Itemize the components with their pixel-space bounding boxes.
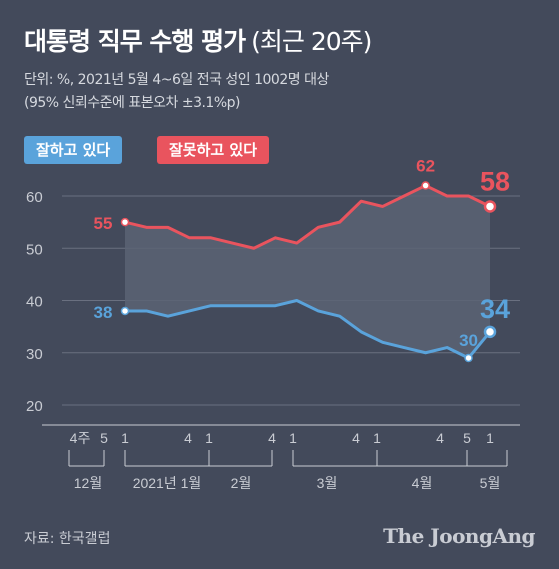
- margin-of-error-note: (95% 신뢰수준에 표본오차 ±3.1%p): [24, 95, 241, 111]
- disapprove-label-first: 55: [94, 214, 113, 233]
- approve-line: [125, 299, 492, 360]
- x-tick-label: 1: [289, 430, 297, 446]
- chart-title: 대통령 직무 수행 평가 (최근 20주): [24, 27, 372, 56]
- legend-approve: 잘하고 있다: [24, 136, 123, 164]
- x-tick-label: 1: [486, 430, 494, 446]
- x-tick-label: 4: [268, 430, 276, 446]
- month-label: 4월: [412, 475, 433, 491]
- y-tick-label: 30: [26, 346, 43, 363]
- month-label: 5월: [480, 475, 501, 491]
- y-tick-label: 40: [26, 294, 43, 311]
- disapprove-label-last: 58: [480, 166, 510, 196]
- month-label: 12월: [74, 475, 102, 491]
- month-label: 3월: [317, 475, 338, 491]
- x-tick-label: 4: [352, 430, 360, 446]
- gap-area: [125, 185, 490, 358]
- unit-note: 단위: %, 2021년 5월 4~6일 전국 성인 1002명 대상: [24, 72, 329, 88]
- y-tick-label: 50: [26, 241, 43, 258]
- approve-label-first: 38: [94, 303, 113, 322]
- approve-label-last: 34: [480, 294, 510, 324]
- x-tick-label: 5: [100, 430, 108, 446]
- publisher-logo: The JoongAng: [383, 524, 535, 548]
- y-tick-label: 60: [26, 189, 43, 206]
- disapprove-point-first: [120, 217, 130, 227]
- month-label: 2월: [231, 475, 252, 491]
- x-tick-label: 4: [184, 430, 192, 446]
- month-label: 2021년 1월: [133, 475, 202, 491]
- approve-point-last: [483, 325, 497, 339]
- x-tick-label: 1: [373, 430, 381, 446]
- approve-label-min: 30: [459, 331, 478, 350]
- source-note: 자료: 한국갤럽: [24, 531, 111, 547]
- approve-point-first: [120, 306, 130, 316]
- disapprove-label-max: 62: [416, 157, 435, 176]
- x-tick-label: 1: [121, 430, 129, 446]
- x-tick-label: 4: [436, 430, 444, 446]
- x-tick-label: 4주: [70, 430, 91, 446]
- chart-subtitle: (최근 20주): [251, 27, 372, 56]
- disapprove-point-max: [421, 181, 430, 190]
- approve-point-min: [464, 353, 473, 363]
- x-tick-label: 5: [463, 430, 471, 446]
- legend-disapprove: 잘못하고 있다: [157, 136, 270, 164]
- disapprove-point-last: [483, 200, 497, 213]
- x-tick-label: 1: [205, 430, 213, 446]
- y-tick-label: 20: [26, 398, 43, 415]
